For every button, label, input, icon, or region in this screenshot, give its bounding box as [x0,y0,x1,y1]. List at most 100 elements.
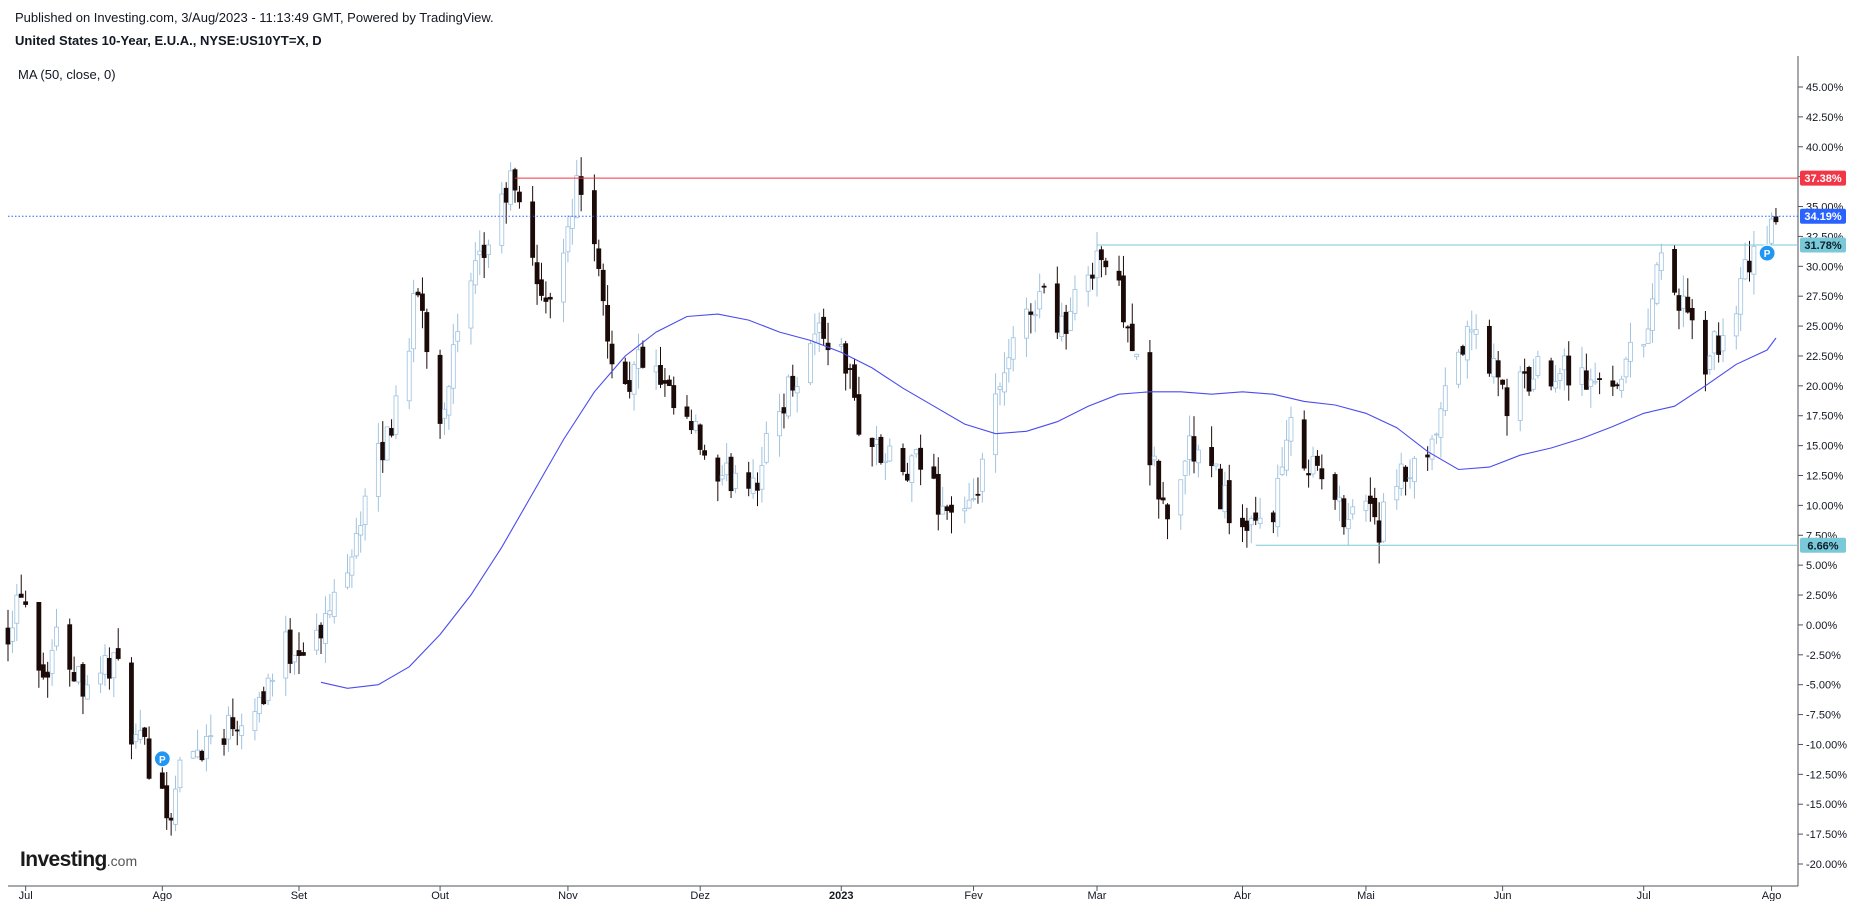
candle-body [1464,326,1470,361]
bear-candle [221,728,227,756]
candle-body [715,457,721,482]
bear-candle [1522,358,1528,389]
candle-body [1010,337,1016,360]
bear-candle [755,472,760,507]
bull-candle [750,459,756,499]
bear-candle [944,504,950,520]
candle-body [781,407,787,414]
candle-body [1028,311,1034,315]
candle-body [1486,325,1492,374]
bear-candle [1597,372,1603,395]
bull-candle [1032,300,1038,333]
candle-body [1645,328,1651,344]
candle-body [411,293,417,350]
bear-candle [1460,344,1466,356]
bear-candle [591,174,597,262]
candle-body [1658,252,1664,272]
bull-candle [1654,262,1660,306]
bull-candle [1345,502,1351,546]
candle-body [1592,381,1598,384]
bear-candle [1685,278,1691,314]
candle-body [18,593,24,598]
bear-candle [1160,481,1166,505]
candle-body [1306,473,1312,476]
bull-candle [631,361,637,411]
bull-candle [1094,232,1100,297]
candle-body [1703,319,1708,375]
bear-candle [622,357,628,385]
candle-body [111,652,117,679]
candle-body [1187,435,1192,461]
candle-body [256,696,262,715]
bull-candle [1407,459,1413,489]
bull-candle [1151,446,1157,467]
candle-body [913,449,919,455]
bull-candle [1248,515,1254,544]
bear-candle [905,462,910,482]
bull-candle [190,750,196,760]
bull-candle [1072,275,1078,321]
ma-layer [320,313,1777,689]
candle-body [1707,355,1713,370]
candle-body [1473,329,1479,335]
bull-candle [997,382,1003,406]
candle-body [208,735,214,738]
logo-main: Investing [20,848,107,871]
bear-candle [420,277,425,329]
candle-body [84,684,90,700]
candle-body [23,601,29,605]
candle-body [406,350,412,402]
candle-body [1742,259,1748,280]
candle-body [702,450,708,456]
candle-body [1288,417,1294,442]
marker-text: P [1764,249,1771,260]
candle-body [1733,313,1739,337]
candle-body [362,495,368,525]
candle-body [1094,250,1100,279]
bull-candle [1628,322,1633,378]
candle-body [1160,497,1166,501]
bear-candle [481,232,487,279]
candle-body [36,601,42,671]
bear-candle [1240,504,1245,543]
bear-candle [18,574,24,598]
y-tick-label: 45.00% [1806,82,1844,94]
bear-candle [1376,502,1382,564]
bull-candle [1553,365,1558,393]
candle-body [1751,245,1757,275]
candle-body [1222,484,1228,513]
bull-candle [1720,318,1726,363]
bull-candle [1650,283,1655,343]
bull-candle [345,554,350,590]
bull-candle [962,496,968,524]
price-pill-bg [1800,537,1846,553]
candle-body [905,473,910,481]
x-tick-label: Out [431,890,449,901]
bear-candle [287,618,293,674]
bear-candle [1028,303,1034,334]
indicator-legend[interactable]: MA (50, close, 0) [18,67,116,82]
candle-body [477,250,483,256]
candle-body [684,406,690,417]
bear-candle [578,157,584,212]
bull-candle [1195,444,1201,478]
candle-body [424,312,430,353]
bull-candle [508,162,514,211]
candle-body [1394,485,1400,501]
bull-candle [1178,479,1184,530]
candle-body [1165,504,1170,520]
candle-body [503,187,509,203]
y-tick-label: -15.00% [1806,799,1847,811]
symbol-title: United States 10-Year, E.U.A., NYSE:US10… [15,33,322,48]
candle-body [468,280,474,329]
bull-candle [1006,339,1012,383]
bear-candle [389,419,394,438]
candle-body [159,772,165,789]
candle-body [1583,370,1589,390]
candle-body [697,424,703,450]
candle-body [1398,463,1404,489]
candle-body [1319,468,1325,480]
bull-candle [1024,297,1029,357]
bear-candle [1041,283,1047,294]
